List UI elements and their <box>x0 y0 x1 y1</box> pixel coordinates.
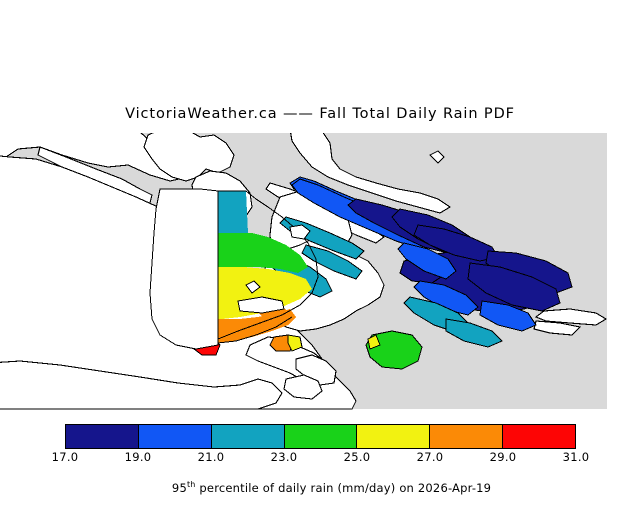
land-south-coast-2 <box>295 354 337 386</box>
colorbar-legend[interactable]: 17.0 19.0 21.0 23.0 25.0 27.0 29.0 31.0 95th pe… <box>0 424 640 495</box>
colorbar-tick-19.0: 19.0 <box>124 450 152 464</box>
land-islets-over-color <box>237 224 311 314</box>
coastline-overlay <box>217 190 319 344</box>
colorbar-segment-29.0-31.0[interactable] <box>502 425 576 448</box>
colorbar-segment-19.0-21.0[interactable] <box>137 425 211 448</box>
caption-rest: percentile of daily rain (mm/day) on 202… <box>195 480 492 495</box>
islet-lake-b <box>237 296 285 314</box>
land-bottom-strip <box>0 360 283 410</box>
rain-cyan-sliver-b <box>301 244 363 280</box>
land-unshaded-west <box>149 188 219 350</box>
islet-lake-c <box>289 224 311 240</box>
land-east-tip-2 <box>533 320 582 336</box>
islet-lake-a <box>245 280 261 294</box>
colorbar-tick-29.0: 29.0 <box>489 450 517 464</box>
colorbar-strip[interactable] <box>65 424 576 449</box>
rain-blue-east-lobe-a <box>397 242 457 280</box>
colorbar-segment-25.0-27.0[interactable] <box>356 425 430 448</box>
rain-navy-se-strip <box>467 262 561 312</box>
rain-green-main <box>218 233 308 273</box>
rain-region-southeast <box>467 262 561 312</box>
colorbar-segment-17.0-19.0[interactable] <box>66 425 138 448</box>
page-title: VictoriaWeather.ca —— Fall Total Daily R… <box>125 106 515 122</box>
caption-prefix: 95 <box>171 480 187 495</box>
caption-superscript: th <box>186 480 196 489</box>
colorbar-tick-27.0: 27.0 <box>416 450 444 464</box>
colorbar-tick-25.0: 25.0 <box>343 450 371 464</box>
colorbar-tick-23.0: 23.0 <box>270 450 298 464</box>
coastline-main-island <box>217 190 319 340</box>
colorbar-segment-23.0-25.0[interactable] <box>283 425 357 448</box>
rain-yellow-islet <box>287 334 303 352</box>
land-islet-center <box>429 150 445 164</box>
colorbar-tick-17.0: 17.0 <box>51 450 79 464</box>
colorbar-segment-21.0-23.0[interactable] <box>210 425 284 448</box>
page-root: VictoriaWeather.ca —— Fall Total Daily R… <box>0 106 640 495</box>
land-bottom-islet <box>283 374 323 400</box>
land-east-tip <box>534 308 608 326</box>
rain-yellow-islet-edge <box>367 334 381 350</box>
rain-cyan-east-lobe-2 <box>445 318 503 348</box>
rain-cyan-main-top <box>218 191 248 233</box>
rain-blue-east-lobe-b <box>413 280 479 316</box>
map-canvas[interactable] <box>0 133 640 410</box>
colorbar-tick-21.0: 21.0 <box>197 450 225 464</box>
colorbar-tick-31.0: 31.0 <box>562 450 590 464</box>
rain-green-islet <box>365 330 423 370</box>
land-northeast-island <box>290 133 452 214</box>
rain-map[interactable] <box>0 133 640 410</box>
colorbar-caption: 95th percentile of daily rain (mm/day) o… <box>0 466 640 509</box>
rain-region-south-islets <box>193 330 423 370</box>
coastline-south-edge <box>217 316 293 344</box>
rain-blue-east-lobe-c <box>479 300 537 332</box>
colorbar-segment-27.0-29.0[interactable] <box>429 425 503 448</box>
colorbar-ticks: 17.0 19.0 21.0 23.0 25.0 27.0 29.0 31.0 <box>0 450 640 466</box>
